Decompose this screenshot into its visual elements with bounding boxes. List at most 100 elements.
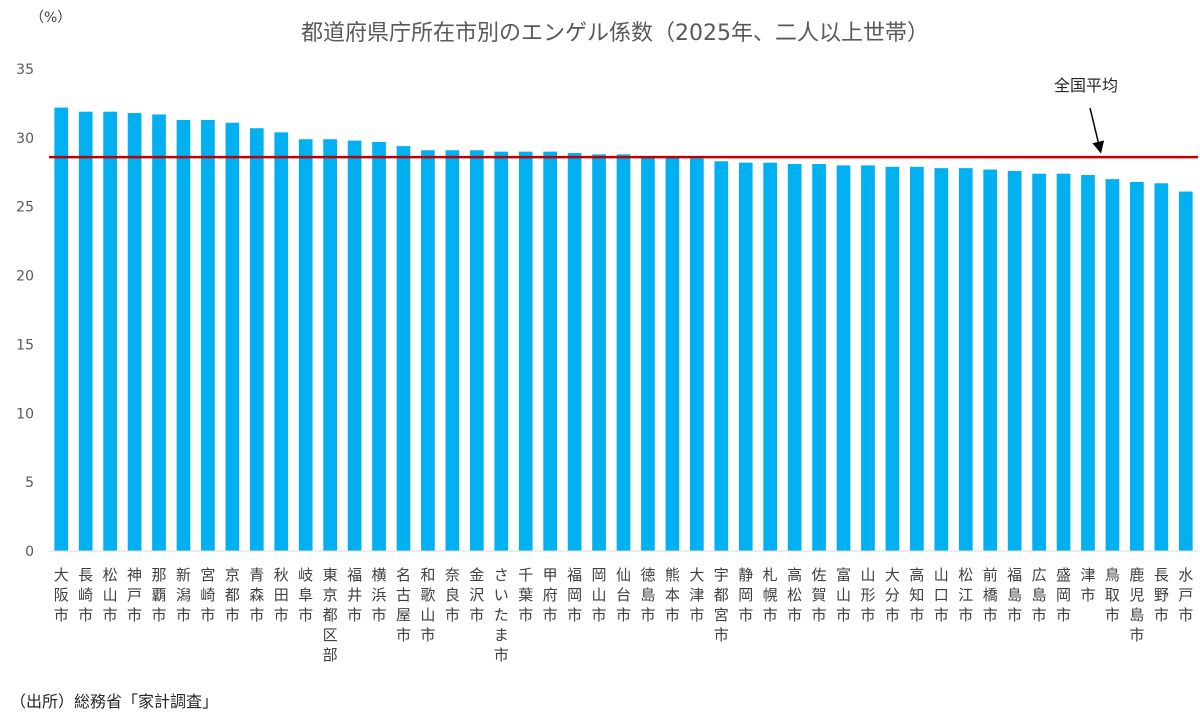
bar: [690, 158, 704, 551]
bar: [836, 165, 851, 551]
x-category-label: 金沢市: [469, 566, 484, 624]
bar: [665, 157, 680, 551]
y-tick-label: 5: [25, 475, 34, 491]
bar: [372, 141, 386, 552]
x-category-label: 宮崎市: [200, 566, 215, 624]
x-category-label: 秋田市: [274, 566, 289, 624]
x-category-label: 長野市: [1154, 566, 1169, 624]
x-category-label: 福井市: [347, 566, 362, 624]
x-category-label: 山口市: [934, 566, 949, 624]
bar: [518, 151, 533, 551]
x-category-label: 徳島市: [640, 566, 655, 624]
y-tick-label: 15: [16, 337, 34, 353]
x-category-label: 東京都区部: [323, 566, 338, 664]
bar: [1032, 173, 1046, 551]
bar: [54, 107, 69, 551]
bar: [176, 119, 191, 551]
bar-series: [54, 107, 1193, 552]
bar: [885, 166, 900, 551]
x-category-label: 奈良市: [445, 566, 460, 624]
x-category-label: 津市: [1080, 566, 1095, 604]
y-tick-label: 35: [16, 62, 34, 78]
bar: [445, 150, 460, 551]
x-category-label: 熊本市: [665, 566, 680, 624]
bar: [738, 162, 753, 551]
bar: [298, 139, 313, 552]
y-tick-label: 20: [16, 269, 34, 285]
x-category-label: 千葉市: [518, 566, 533, 624]
x-category-label: さいたま市: [494, 566, 509, 664]
bar: [1178, 191, 1193, 551]
bar: [469, 150, 484, 551]
y-tick-label: 0: [25, 544, 34, 560]
bar: [592, 154, 606, 551]
x-category-label: 高松市: [787, 566, 802, 624]
bar: [861, 165, 875, 551]
x-category-label: 水戸市: [1178, 566, 1193, 624]
x-category-label: 松山市: [103, 566, 118, 624]
x-category-label: 仙台市: [616, 566, 631, 624]
bar: [274, 132, 289, 551]
bar: [543, 151, 557, 551]
x-category-label: 岡山市: [592, 566, 607, 624]
bar: [1130, 181, 1144, 551]
x-category-label: 富山市: [836, 566, 851, 624]
national-average-arrow: [1089, 107, 1105, 154]
bar: [396, 146, 411, 551]
bar: [1154, 183, 1169, 552]
bar: [983, 169, 998, 551]
y-tick-label: 25: [16, 200, 34, 216]
chart-title: 都道府県庁所在市別のエンゲル係数（2025年、二人以上世帯）: [301, 21, 929, 46]
x-category-label: 福岡市: [567, 566, 582, 624]
bar: [103, 111, 117, 551]
x-category-label: 広島市: [1032, 566, 1047, 624]
bar: [567, 153, 582, 551]
x-category-label: 鹿児島市: [1129, 566, 1144, 644]
y-axis-unit-label: （%）: [30, 10, 71, 26]
national-average-label: 全国平均: [1054, 76, 1118, 95]
bar: [1105, 179, 1120, 552]
x-category-label: 大津市: [689, 566, 704, 624]
bar: [958, 168, 973, 551]
source-note: （出所）総務省「家計調査」: [10, 692, 219, 711]
y-axis: 0 5 10 15 20 25 30 35: [16, 62, 34, 560]
x-category-label: 大分市: [885, 566, 900, 624]
x-category-label: 和歌山市: [420, 566, 435, 644]
x-category-label: 山形市: [860, 566, 875, 624]
bar: [934, 168, 949, 551]
bar: [1007, 170, 1022, 551]
x-category-label: 大阪市: [54, 566, 69, 624]
x-category-label: 京都市: [225, 566, 240, 624]
x-category-label: 横浜市: [372, 566, 387, 624]
x-category-label: 那覇市: [152, 566, 167, 624]
bar: [714, 161, 729, 551]
bar: [78, 111, 93, 551]
bar: [225, 122, 240, 552]
x-category-label: 前橋市: [983, 566, 998, 624]
bar: [152, 114, 166, 551]
y-tick-label: 10: [16, 406, 34, 422]
y-tick-label: 30: [16, 131, 34, 147]
bar: [1056, 173, 1071, 551]
x-category-label: 名古屋市: [396, 566, 411, 644]
x-category-label: 新潟市: [176, 566, 191, 624]
bar: [494, 151, 509, 551]
bar: [347, 140, 362, 552]
bar: [1081, 175, 1095, 552]
x-category-label: 福島市: [1007, 566, 1022, 624]
x-category-label: 佐賀市: [812, 566, 827, 624]
x-axis-category-labels: 大阪市長崎市松山市神戸市那覇市新潟市宮崎市京都市青森市秋田市岐阜市東京都区部福井…: [54, 566, 1194, 664]
x-category-label: 松江市: [958, 566, 973, 624]
bar: [616, 154, 631, 551]
x-category-label: 高知市: [909, 566, 924, 624]
x-category-label: 神戸市: [127, 566, 142, 624]
x-category-label: 盛岡市: [1056, 566, 1071, 624]
bar: [641, 157, 655, 551]
bar: [323, 139, 337, 552]
bar: [812, 164, 826, 551]
x-category-label: 鳥取市: [1105, 566, 1120, 624]
x-category-label: 岐阜市: [298, 566, 313, 624]
x-category-label: 青森市: [249, 566, 264, 624]
x-category-label: 宇都宮市: [714, 566, 729, 644]
